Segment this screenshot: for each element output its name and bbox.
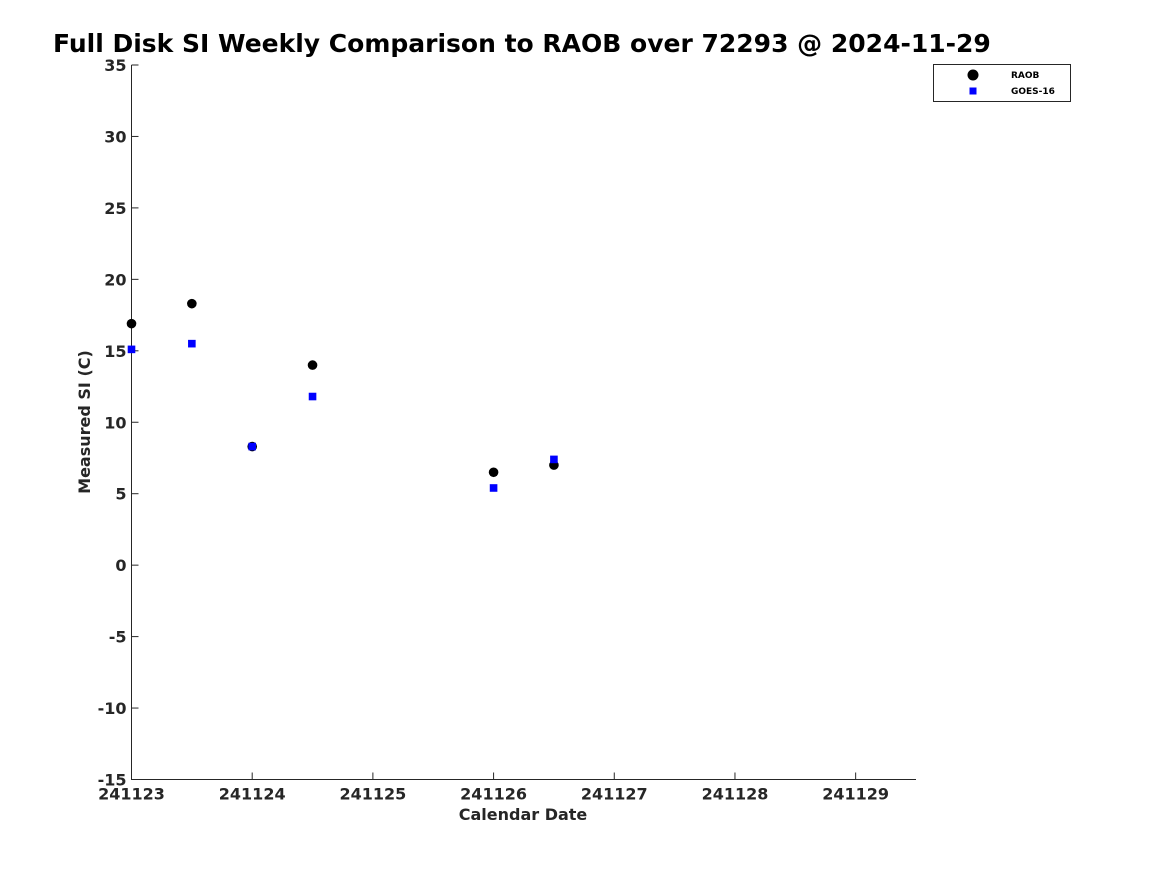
- data-point: [550, 455, 558, 464]
- series-goes-16: [127, 339, 558, 492]
- legend-marker: [969, 87, 977, 95]
- data-point: [126, 318, 137, 329]
- y-axis-ticks: -15 -10 -5 0 5 10 15 20 25 30 35: [98, 56, 139, 790]
- axes: [131, 65, 916, 780]
- y-tick-label: -10: [98, 699, 127, 718]
- legend-box: [933, 64, 1071, 102]
- y-tick-label: 5: [115, 485, 126, 504]
- y-tick-label: -15: [98, 771, 127, 790]
- data-point: [489, 484, 498, 492]
- y-tick-label: 15: [104, 342, 126, 361]
- series-raob: [126, 298, 559, 478]
- y-tick-label: 35: [104, 56, 126, 75]
- data-series: [126, 298, 559, 492]
- x-tick-label: 241124: [219, 785, 286, 804]
- x-tick-label: 241128: [702, 785, 769, 804]
- data-point: [308, 392, 317, 401]
- data-point: [248, 442, 256, 451]
- data-point: [187, 298, 197, 309]
- x-tick-label: 241129: [822, 785, 889, 804]
- y-axis-label: Measured SI (C): [75, 350, 94, 494]
- x-tick-label: 241123: [98, 785, 165, 804]
- chart-title: Full Disk SI Weekly Comparison to RAOB o…: [53, 29, 991, 58]
- legend-marker: [967, 69, 979, 81]
- y-tick-label: 10: [104, 413, 126, 432]
- y-tick-label: -5: [109, 628, 127, 647]
- x-tick-label: 241126: [460, 785, 527, 804]
- data-point: [188, 339, 196, 348]
- y-tick-label: 20: [104, 270, 126, 289]
- legend-label: GOES-16: [1011, 87, 1055, 97]
- y-tick-label: 25: [104, 199, 126, 218]
- y-tick-label: 30: [104, 127, 126, 146]
- data-point: [307, 360, 318, 370]
- axis-lines: [131, 65, 916, 780]
- legend: RAOB GOES-16: [933, 64, 1071, 102]
- data-point: [488, 467, 499, 478]
- x-axis-label: Calendar Date: [459, 805, 588, 824]
- x-axis-ticks: 241123 241124 241125 241126 241127 241128 2411…: [98, 772, 889, 804]
- x-tick-label: 241125: [339, 785, 406, 804]
- data-point: [127, 345, 136, 354]
- legend-label: RAOB: [1011, 71, 1040, 81]
- y-tick-label: 0: [115, 556, 126, 575]
- x-tick-label: 241127: [581, 785, 648, 804]
